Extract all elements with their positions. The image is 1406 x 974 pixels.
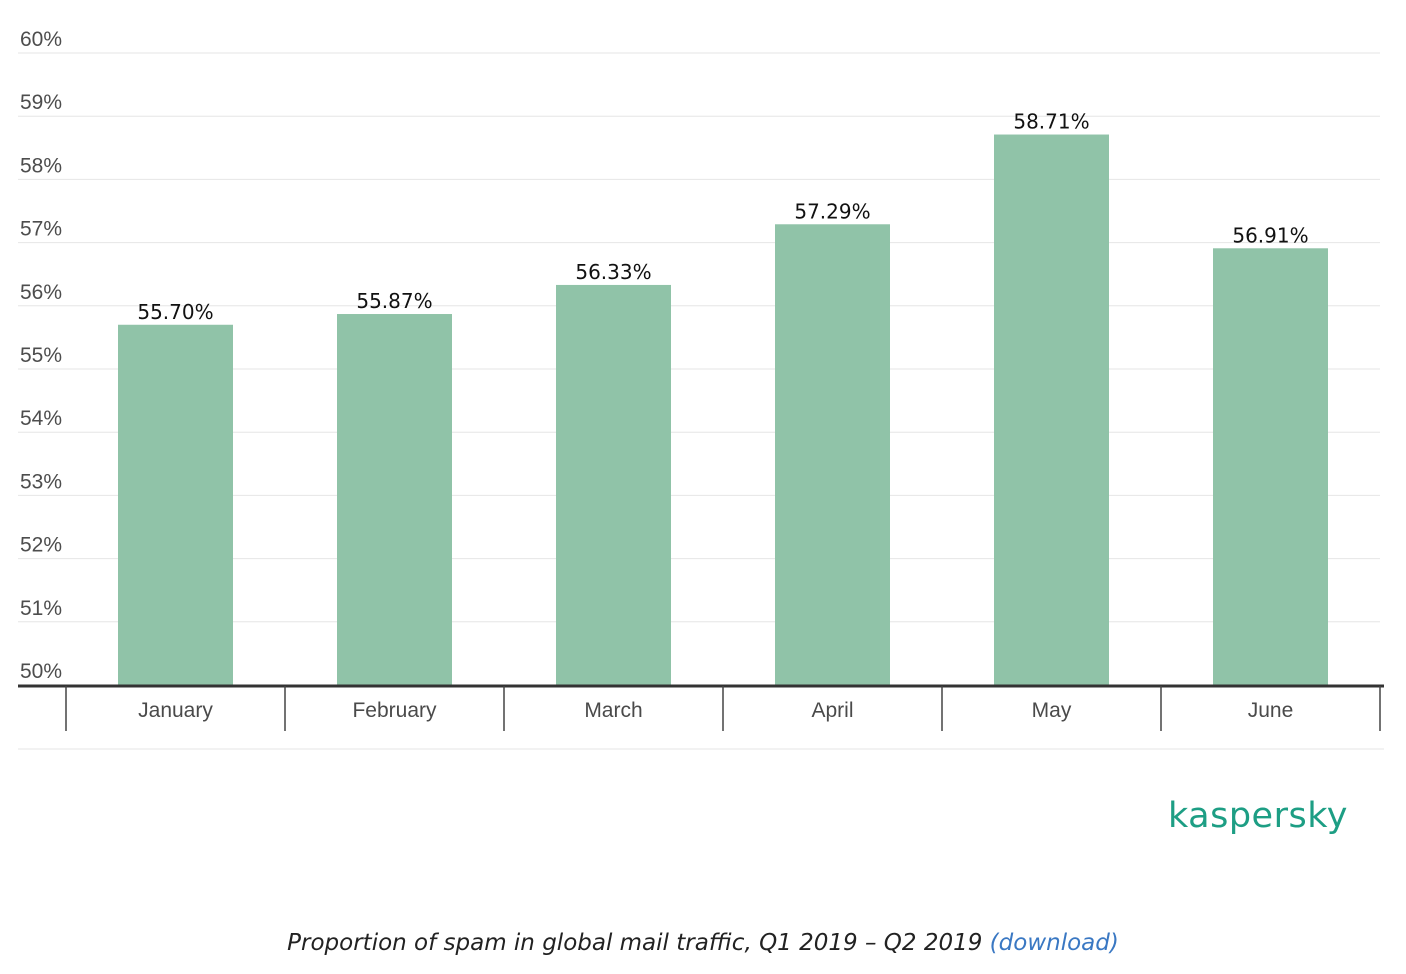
x-tick-label: May — [1032, 699, 1072, 722]
bars — [118, 134, 1328, 685]
y-tick-label: 59% — [20, 91, 62, 114]
bar — [1213, 248, 1328, 685]
y-tick-label: 52% — [20, 534, 62, 557]
bar — [556, 284, 671, 685]
y-tick-label: 57% — [20, 218, 62, 241]
kaspersky-logo: kaspersky — [1168, 796, 1348, 836]
y-axis-tick-labels: 50% 51% 52% 53% 54% 55% 56% 57% 58% 59% 60% — [20, 28, 62, 683]
data-label: 55.87% — [356, 289, 432, 313]
x-tick-label: January — [138, 699, 213, 722]
y-tick-label: 51% — [20, 597, 62, 620]
bar — [118, 324, 233, 685]
x-tick-label: June — [1248, 699, 1294, 722]
caption-text: Proportion of spam in global mail traffi… — [287, 930, 983, 956]
bar — [775, 224, 890, 685]
y-tick-label: 50% — [20, 660, 62, 683]
data-label: 57.29% — [794, 199, 870, 223]
y-tick-label: 55% — [20, 344, 62, 367]
data-label: 56.33% — [575, 260, 651, 284]
bar-chart: 50% 51% 52% 53% 54% 55% 56% 57% 58% 59% 60% 55.70%… — [18, 28, 1384, 750]
chart-caption: Proportion of spam in global mail traffi… — [0, 930, 1406, 956]
y-tick-label: 60% — [20, 28, 62, 51]
y-tick-label: 56% — [20, 281, 62, 304]
x-tick-label: February — [352, 699, 437, 722]
bar — [337, 314, 452, 685]
data-label: 55.70% — [137, 300, 213, 324]
y-tick-label: 54% — [20, 407, 62, 430]
data-label: 56.91% — [1232, 223, 1308, 247]
x-tick-label: March — [584, 699, 642, 722]
bar — [994, 134, 1109, 685]
download-link[interactable]: (download) — [989, 930, 1119, 956]
data-labels: 55.70% 55.87% 56.33% 57.29% 58.71% 56.91% — [137, 110, 1308, 324]
grid-lines — [18, 52, 1380, 623]
y-tick-label: 53% — [20, 470, 62, 493]
x-tick-label: April — [811, 699, 853, 722]
x-axis: January February March April May June — [18, 684, 1384, 750]
y-tick-label: 58% — [20, 154, 62, 177]
data-label: 58.71% — [1013, 110, 1089, 134]
